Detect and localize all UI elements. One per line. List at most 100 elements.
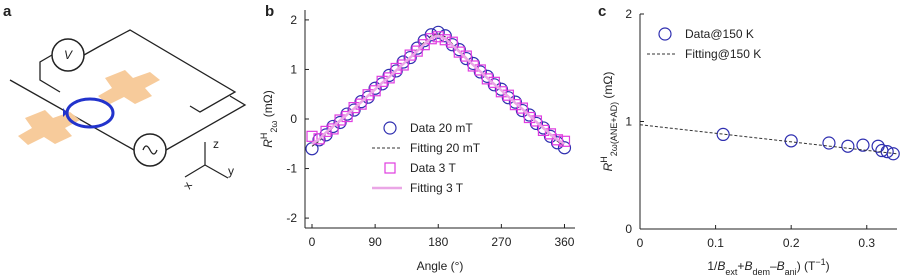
data-point	[376, 75, 388, 87]
label-part: (mΩ)	[601, 72, 615, 102]
x-tick-label: 0.3	[858, 236, 875, 250]
data-point	[439, 34, 451, 46]
label-part: ext	[725, 267, 738, 277]
x-tick-label: 90	[368, 235, 382, 249]
data-point	[473, 65, 487, 79]
data-point	[320, 125, 332, 137]
data-point	[306, 130, 318, 142]
label-part: +	[737, 259, 744, 273]
data-point	[411, 45, 423, 57]
y-tick-label: 2	[290, 13, 297, 27]
data-point	[509, 99, 521, 111]
x-tick-label: 180	[428, 235, 448, 249]
y-tick-label: -2	[286, 211, 297, 225]
x-tick-label: 0.2	[783, 236, 800, 250]
panel-label: c	[598, 3, 606, 20]
x-axis-title: 1/Bext+Bdem–Bani) (T−1)	[707, 257, 829, 277]
data-point	[334, 114, 346, 126]
data-point	[481, 73, 493, 85]
fit-line	[311, 34, 566, 145]
data-point	[368, 81, 382, 95]
data-point	[841, 139, 855, 153]
label-part: H	[259, 133, 269, 140]
electrode	[98, 70, 160, 105]
data-point	[466, 56, 480, 71]
data-point	[425, 33, 437, 45]
data-point	[453, 46, 465, 58]
data-point	[494, 82, 508, 96]
data-point	[557, 141, 572, 155]
label-part: 2ω(ANE+AD)	[609, 102, 619, 156]
label-part: R	[601, 162, 615, 171]
data-point	[397, 59, 409, 71]
data-point	[410, 41, 424, 55]
data-point	[544, 128, 557, 140]
data-point	[501, 91, 515, 105]
loop-arrow	[63, 108, 67, 117]
data-point	[452, 43, 466, 57]
label-part: B	[744, 259, 752, 273]
data-point	[530, 115, 543, 127]
x-axis-title: Angle (°)	[417, 259, 464, 273]
label-part: )	[826, 259, 830, 273]
data-point	[523, 111, 536, 124]
data-point	[536, 121, 551, 135]
y-tick-label: -1	[286, 162, 297, 176]
data-point	[341, 110, 353, 123]
voltmeter	[51, 38, 85, 72]
legend-label: Fitting 3 T	[410, 181, 464, 195]
panel-a-diagram: a V z y x	[3, 3, 247, 192]
meter-label: V	[64, 48, 73, 62]
data-point	[383, 72, 395, 84]
y-axis-title: RH2ω (mΩ)	[259, 90, 279, 148]
data-point	[389, 64, 403, 78]
data-point	[551, 134, 564, 146]
y-tick-label: 0	[625, 222, 632, 236]
panel-label: b	[265, 3, 274, 20]
data-point	[495, 86, 507, 98]
data-point	[502, 89, 514, 101]
data-point	[522, 108, 537, 122]
data-point	[382, 68, 396, 83]
data-point	[487, 78, 501, 92]
legend-label: Data@150 K	[685, 27, 754, 41]
data-point	[508, 95, 522, 109]
label-part: ) (T	[797, 259, 816, 273]
legend-swatch	[384, 162, 396, 174]
label-part: −1	[815, 257, 825, 267]
data-point	[480, 69, 494, 83]
legend-label: Fitting 20 mT	[410, 141, 481, 155]
data-point	[333, 115, 347, 130]
data-point	[362, 89, 374, 101]
label-part: R	[261, 139, 275, 148]
y-tick-label: 1	[625, 115, 632, 129]
data-point	[424, 28, 438, 42]
x-tick-label: 0.1	[707, 236, 724, 250]
data-point	[537, 124, 550, 136]
data-point	[348, 102, 360, 114]
data-point	[459, 51, 473, 66]
electrode	[18, 110, 80, 145]
legend-label: Data 20 mT	[410, 121, 473, 135]
data-point	[467, 60, 479, 72]
data-point	[529, 116, 544, 131]
data-point	[515, 103, 530, 118]
x-tick-label: 0	[309, 235, 316, 249]
data-point	[460, 50, 472, 62]
label-part: B	[777, 259, 785, 273]
data-point	[313, 133, 325, 145]
current-loop	[65, 97, 115, 129]
data-point	[327, 123, 339, 135]
axis-z: z	[213, 137, 219, 151]
data-point	[403, 50, 417, 65]
x-tick-label: 360	[554, 235, 574, 249]
data-point	[319, 128, 333, 142]
data-point	[355, 98, 367, 110]
label-part: 2ω	[269, 121, 279, 133]
data-point	[396, 55, 410, 69]
data-point	[375, 77, 389, 91]
y-tick-label: 0	[290, 112, 297, 126]
label-part: –	[770, 259, 777, 273]
data-point	[354, 95, 368, 109]
data-point	[390, 62, 402, 75]
